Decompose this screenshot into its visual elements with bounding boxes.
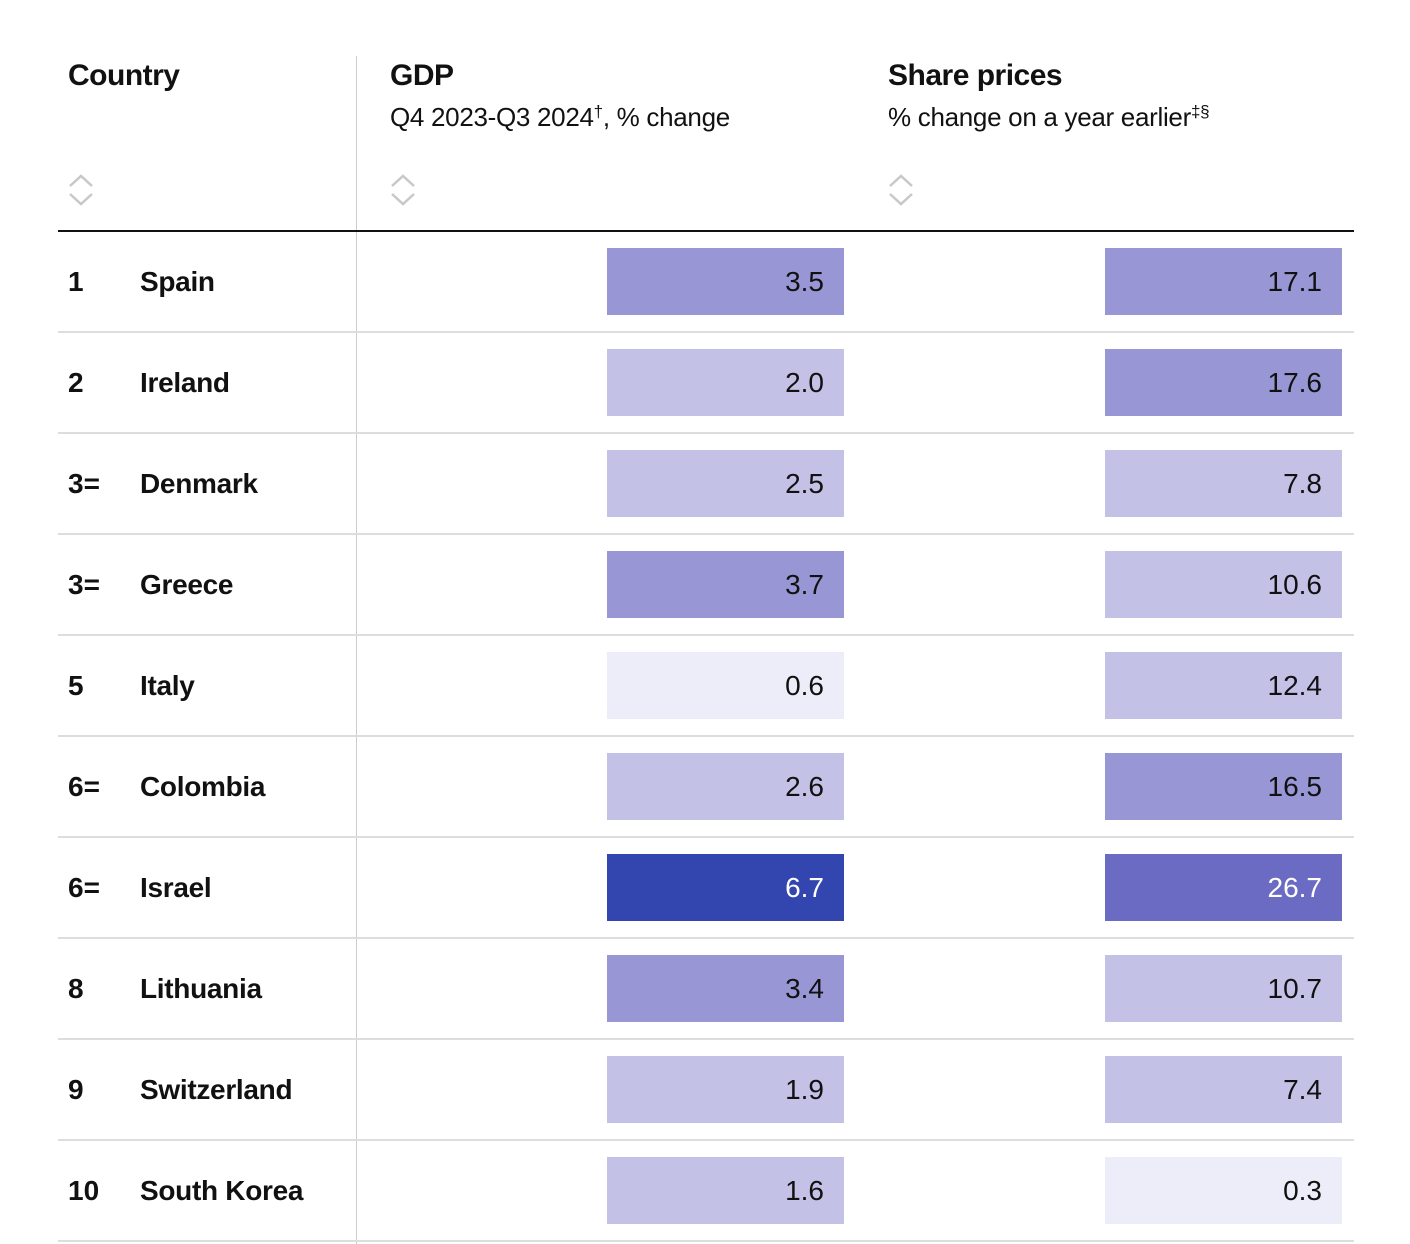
table-header: Country GDP Q4 2023-Q3 2024†, % change S…: [58, 0, 1354, 232]
rank-cell: 3=: [68, 468, 100, 499]
share-prices-cell: 17.1: [1105, 248, 1342, 315]
rank-cell: 3=: [68, 569, 100, 600]
country-column-title: Country: [68, 59, 180, 92]
table-row: 2 Ireland 2.0 17.6: [58, 333, 1354, 434]
share-prices-column-subtitle: % change on a year earlier‡§: [888, 98, 1210, 136]
share-prices-column-title: Share prices: [888, 59, 1063, 92]
country-cell: Italy: [140, 670, 195, 701]
share-prices-cell: 7.8: [1105, 450, 1342, 517]
share-prices-cell: 16.5: [1105, 753, 1342, 820]
table-row: 8 Lithuania 3.4 10.7: [58, 939, 1354, 1040]
country-column-header: Country: [68, 56, 180, 96]
gdp-cell: 1.9: [607, 1056, 844, 1123]
gdp-subtitle-text: Q4 2023-Q3 2024: [390, 102, 594, 132]
rank-cell: 6=: [68, 872, 100, 903]
gdp-cell: 3.5: [607, 248, 844, 315]
share-prices-cell: 12.4: [1105, 652, 1342, 719]
ranking-table: Country GDP Q4 2023-Q3 2024†, % change S…: [58, 0, 1354, 1244]
share-prices-cell: 26.7: [1105, 854, 1342, 921]
table-row: 3= Denmark 2.5 7.8: [58, 434, 1354, 535]
rank-cell: 1: [68, 266, 84, 297]
share-prices-cell: 0.3: [1105, 1157, 1342, 1224]
rank-cell: 10: [68, 1175, 100, 1206]
gdp-subtitle-footnote-mark: †: [593, 102, 603, 121]
rank-cell: 6=: [68, 771, 100, 802]
sort-gdp-icon[interactable]: [390, 172, 416, 208]
gdp-subtitle-tail: , % change: [602, 102, 730, 132]
gdp-column-subtitle: Q4 2023-Q3 2024†, % change: [390, 98, 730, 136]
country-cell: Ireland: [140, 367, 230, 398]
rank-cell: 5: [68, 670, 84, 701]
country-cell: Spain: [140, 266, 215, 297]
share-prices-cell: 10.7: [1105, 955, 1342, 1022]
gdp-cell: 2.0: [607, 349, 844, 416]
gdp-cell: 6.7: [607, 854, 844, 921]
gdp-column-header: GDP Q4 2023-Q3 2024†, % change: [390, 56, 730, 136]
share-prices-cell: 10.6: [1105, 551, 1342, 618]
gdp-cell: 2.6: [607, 753, 844, 820]
country-cell: Greece: [140, 569, 234, 600]
gdp-cell: 0.6: [607, 652, 844, 719]
column-divider: [356, 56, 357, 1244]
country-cell: Israel: [140, 872, 212, 903]
table-row: 5 Italy 0.6 12.4: [58, 636, 1354, 737]
rank-cell: 2: [68, 367, 84, 398]
rank-cell: 8: [68, 973, 84, 1004]
sort-country-icon[interactable]: [68, 172, 94, 208]
gdp-cell: 3.7: [607, 551, 844, 618]
table-row: 6= Colombia 2.6 16.5: [58, 737, 1354, 838]
sort-share-prices-icon[interactable]: [888, 172, 914, 208]
gdp-cell: 3.4: [607, 955, 844, 1022]
share-prices-cell: 17.6: [1105, 349, 1342, 416]
table-row: 9 Switzerland 1.9 7.4: [58, 1040, 1354, 1141]
share-prices-column-header: Share prices % change on a year earlier‡…: [888, 56, 1210, 136]
table-row: 6= Israel 6.7 26.7: [58, 838, 1354, 939]
country-cell: South Korea: [140, 1175, 304, 1206]
country-cell: Colombia: [140, 771, 266, 802]
country-cell: Lithuania: [140, 973, 262, 1004]
table-row: 1 Spain 3.5 17.1: [58, 232, 1354, 333]
table-row: 10 South Korea 1.6 0.3: [58, 1141, 1354, 1242]
country-cell: Switzerland: [140, 1074, 293, 1105]
gdp-cell: 1.6: [607, 1157, 844, 1224]
country-cell: Denmark: [140, 468, 258, 499]
gdp-cell: 2.5: [607, 450, 844, 517]
table-row: 3= Greece 3.7 10.6: [58, 535, 1354, 636]
share-subtitle-text: % change on a year earlier: [888, 102, 1191, 132]
table-body: 1 Spain 3.5 17.1 2 Ireland 2.0 17.6 3= Denmark 2.5…: [58, 232, 1354, 1242]
share-prices-cell: 7.4: [1105, 1056, 1342, 1123]
rank-cell: 9: [68, 1074, 84, 1105]
share-subtitle-footnote-mark: ‡§: [1190, 102, 1210, 121]
gdp-column-title: GDP: [390, 59, 454, 92]
